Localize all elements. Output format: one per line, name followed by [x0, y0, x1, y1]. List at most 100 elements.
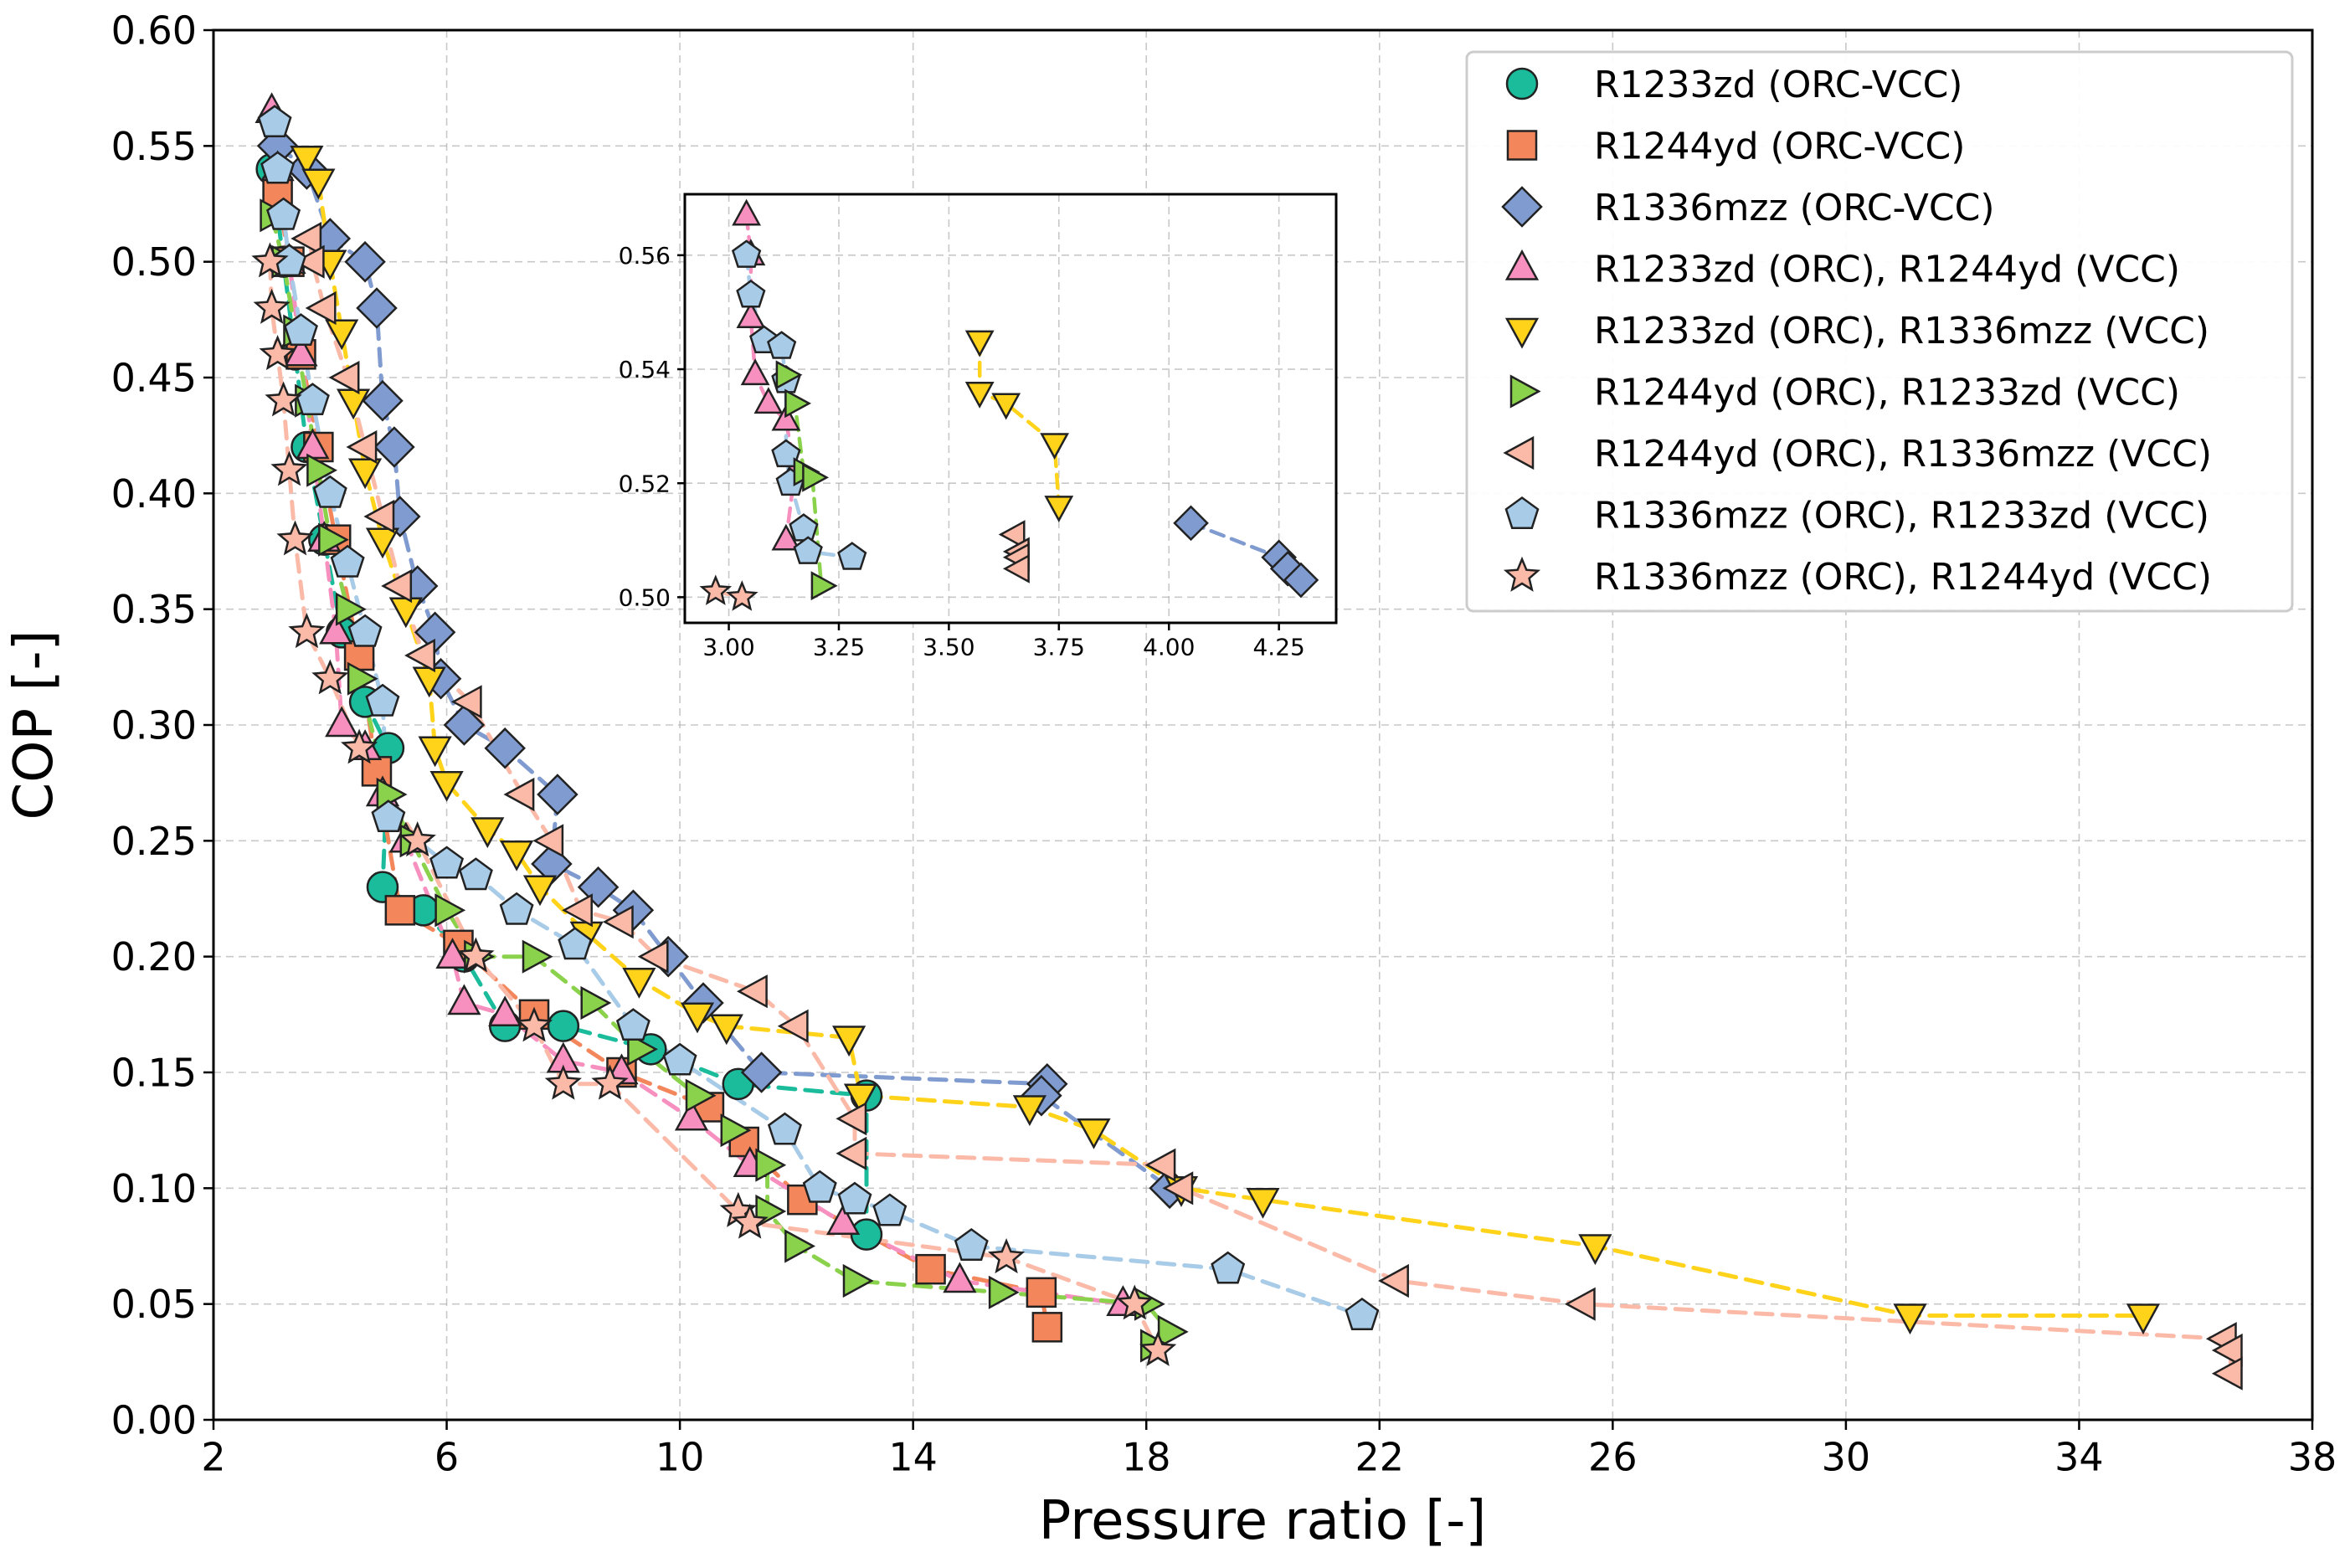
data-point — [771, 523, 801, 551]
data-point — [1077, 1118, 1111, 1149]
data-point — [591, 1064, 629, 1100]
data-point — [429, 846, 465, 879]
data-point — [627, 1032, 659, 1067]
data-point — [810, 571, 838, 601]
data-point — [266, 197, 301, 230]
data-point — [736, 301, 766, 329]
data-point — [699, 574, 733, 605]
data-point — [731, 1203, 769, 1239]
main-plot: 2 6 10 14 18 22 26 30 34 380.000.050.100.150.200.… — [3, 8, 2337, 1552]
y-tick-label: 0.50 — [111, 239, 197, 285]
data-point — [562, 893, 593, 928]
inset-plot-frame — [683, 193, 1338, 625]
data-point — [726, 580, 758, 611]
data-point — [325, 319, 359, 351]
data-point — [831, 1026, 866, 1057]
legend-label: R1233zd (ORC), R1336mzz (VCC) — [1594, 310, 2209, 352]
data-point — [306, 453, 338, 487]
data-point — [458, 857, 493, 891]
data-point — [1139, 1330, 1177, 1366]
data-point — [615, 1008, 650, 1041]
data-point — [793, 536, 823, 564]
data-point — [270, 450, 308, 486]
data-point — [1012, 1095, 1047, 1127]
data-point — [290, 145, 324, 177]
data-point — [435, 893, 466, 928]
data-point — [964, 381, 995, 409]
data-point — [356, 287, 398, 329]
data-point — [775, 360, 803, 390]
data-point — [1893, 1303, 1927, 1335]
data-point — [943, 1262, 977, 1293]
data-point — [325, 706, 359, 738]
legend-label: R1244yd (ORC-VCC) — [1594, 126, 1965, 168]
data-point — [295, 383, 330, 416]
data-point — [1345, 1297, 1380, 1330]
x-tick-label: 30 — [1822, 1434, 1871, 1479]
y-tick-label: 0.45 — [111, 356, 197, 401]
data-point — [2211, 1333, 2243, 1368]
x-tick-label: 4.00 — [1143, 633, 1195, 661]
data-point — [443, 704, 486, 746]
legend-marker — [1504, 249, 1540, 280]
data-point — [991, 393, 1021, 420]
data-point — [622, 968, 656, 999]
inset-plot: 3.00 3.25 3.50 3.75 4.00 4.25 0.50 0.52 0.54 0.56 — [619, 193, 1338, 661]
x-tick-label: 3.00 — [702, 633, 754, 661]
data-point — [312, 475, 347, 508]
data-point — [537, 774, 579, 815]
data-point — [680, 1002, 715, 1034]
inset-ticks: 3.00 3.25 3.50 3.75 4.00 4.25 0.50 0.52 0.54 0.56 — [619, 242, 1305, 661]
data-point — [341, 728, 378, 764]
data-point — [532, 824, 564, 858]
data-point — [1578, 1234, 1612, 1266]
data-point — [784, 1229, 816, 1263]
data-point — [435, 938, 470, 969]
data-point — [346, 429, 378, 465]
data-point — [784, 388, 812, 419]
data-point — [602, 905, 634, 939]
data-point — [301, 168, 336, 200]
data-point — [685, 1078, 717, 1113]
y-tick-label: 0.20 — [111, 934, 197, 979]
legend: R1233zd (ORC-VCC) R1244yd (ORC-VCC) R1336m… — [1465, 50, 2294, 613]
data-point — [1157, 1314, 1189, 1350]
data-point — [1211, 1251, 1246, 1284]
legend-label: R1233zd (ORC-VCC) — [1594, 64, 1962, 106]
data-point — [365, 527, 400, 559]
data-point — [732, 198, 762, 226]
data-point — [330, 544, 365, 578]
x-tick-label: 38 — [2288, 1434, 2337, 1479]
data-point — [265, 381, 302, 417]
x-tick-label: 18 — [1122, 1434, 1171, 1479]
x-tick-label: 3.50 — [923, 633, 974, 661]
data-point — [362, 379, 404, 422]
y-tick-label: 0.54 — [619, 356, 671, 383]
data-point — [988, 1238, 1026, 1274]
legend-marker — [1504, 496, 1540, 529]
data-point — [836, 1136, 867, 1170]
legend-label: R1244yd (ORC), R1336mzz (VCC) — [1594, 433, 2212, 476]
data-point — [347, 661, 378, 696]
data-point — [777, 1009, 809, 1043]
data-point — [771, 404, 801, 431]
data-point — [1044, 496, 1074, 523]
data-point — [662, 1042, 697, 1076]
data-point — [837, 1181, 872, 1215]
x-tick-label: 3.75 — [1033, 633, 1085, 661]
data-point — [328, 360, 360, 395]
data-point — [915, 1253, 946, 1285]
data-point — [276, 520, 314, 556]
x-axis-label: Pressure ratio [-] — [1039, 1490, 1487, 1552]
data-point — [384, 895, 416, 926]
data-point — [319, 613, 353, 645]
data-point — [1040, 433, 1070, 460]
data-point — [429, 770, 464, 802]
data-point — [318, 522, 349, 557]
data-point — [836, 1102, 867, 1136]
data-point — [547, 1010, 580, 1042]
y-tick-label: 0.50 — [619, 584, 671, 611]
data-point — [736, 279, 766, 308]
y-tick-label: 0.55 — [111, 124, 197, 169]
